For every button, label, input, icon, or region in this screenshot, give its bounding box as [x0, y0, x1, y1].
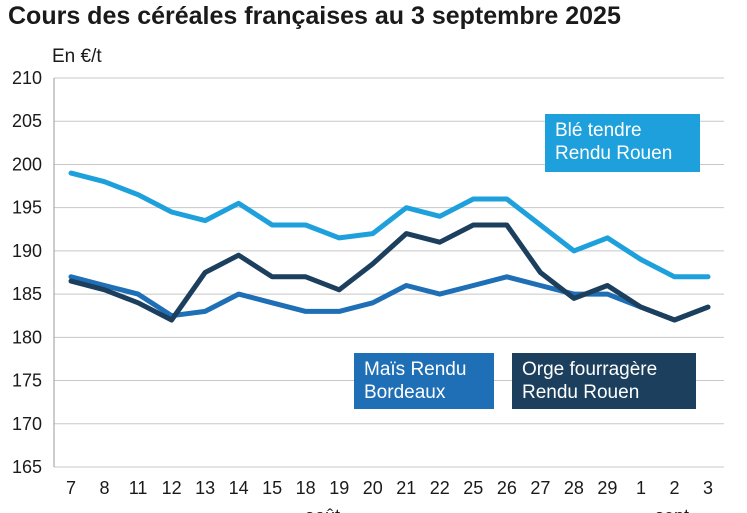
x-tick-label: 29	[597, 478, 617, 498]
chart-title: Cours des céréales françaises au 3 septe…	[8, 2, 621, 30]
x-tick-label: 15	[262, 478, 282, 498]
x-tick-label: 12	[162, 478, 182, 498]
month-label: sept.	[655, 506, 694, 513]
x-tick-label: 11	[129, 478, 148, 498]
x-tick-label: 14	[229, 478, 249, 498]
legend-ble-tendre-line2: Rendu Rouen	[555, 143, 673, 164]
x-tick-label: 22	[430, 478, 450, 498]
series-line-1	[68, 274, 711, 323]
x-tick-label: 7	[66, 478, 76, 498]
x-tick-label: 21	[396, 478, 416, 498]
legend-mais-line1: Maïs Rendu	[364, 359, 467, 380]
x-tick-label: 2	[669, 478, 679, 498]
y-tick-label: 180	[12, 327, 42, 347]
x-tick-label: 25	[463, 478, 483, 498]
x-tick-label: 18	[296, 478, 316, 498]
series-line-0	[68, 170, 711, 280]
series-line-2	[68, 222, 711, 323]
y-axis-unit-label: En €/t	[52, 46, 102, 67]
x-tick-label: 19	[329, 478, 349, 498]
x-tick-label: 3	[703, 478, 713, 498]
y-tick-labels: 165 170 175 180 185 190 195 200 205 210	[12, 68, 42, 477]
x-tick-label: 8	[100, 478, 110, 498]
legend-mais-line2: Bordeaux	[364, 382, 446, 403]
series-lines	[68, 170, 711, 323]
y-tick-label: 200	[12, 154, 42, 174]
x-tick-label: 20	[363, 478, 383, 498]
legend-ble-tendre-line1: Blé tendre	[555, 120, 642, 141]
x-tick-labels: 78111213141518192021222526272829123aoûts…	[66, 478, 713, 513]
legend-orge: Orge fourragère Rendu Rouen	[512, 353, 696, 409]
legend-ble-tendre: Blé tendre Rendu Rouen	[545, 114, 700, 172]
y-tick-label: 185	[12, 284, 42, 304]
y-tick-label: 175	[12, 371, 42, 391]
y-tick-label: 195	[12, 198, 42, 218]
y-tick-label: 205	[12, 111, 42, 131]
x-tick-label: 28	[564, 478, 584, 498]
y-tick-label: 210	[12, 68, 42, 88]
x-tick-label: 27	[530, 478, 550, 498]
x-tick-label: 13	[195, 478, 215, 498]
legend-orge-line2: Rendu Rouen	[522, 382, 640, 403]
legend-mais: Maïs Rendu Bordeaux	[354, 353, 494, 409]
y-tick-label: 170	[12, 414, 42, 434]
legend-orge-line1: Orge fourragère	[522, 359, 658, 380]
y-tick-label: 190	[12, 241, 42, 261]
x-tick-label: 26	[497, 478, 517, 498]
x-tick-label: 1	[636, 478, 646, 498]
month-label: août	[305, 506, 340, 513]
y-tick-label: 165	[12, 457, 42, 477]
